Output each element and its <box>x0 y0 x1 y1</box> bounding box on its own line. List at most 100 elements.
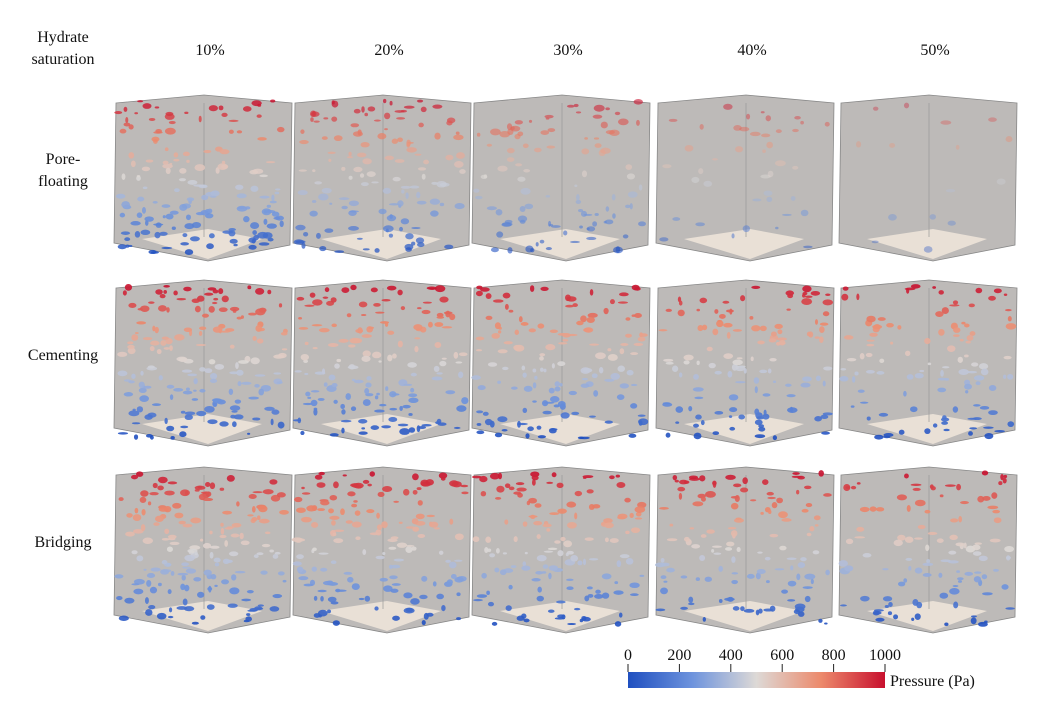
pore <box>298 316 303 320</box>
pore <box>762 393 771 397</box>
pore <box>581 616 591 622</box>
pore <box>411 226 421 230</box>
pore <box>170 436 175 440</box>
pore <box>405 526 415 529</box>
pore <box>893 614 899 620</box>
pore <box>996 178 1006 185</box>
pore <box>414 337 421 340</box>
pore <box>549 396 560 403</box>
column-label: 40% <box>737 42 766 59</box>
pore <box>964 323 970 328</box>
cube-face <box>655 279 835 447</box>
pore <box>371 181 379 184</box>
pore <box>269 200 277 204</box>
pore <box>952 584 959 588</box>
pore <box>272 594 283 599</box>
pore <box>924 428 931 435</box>
pore <box>758 424 765 428</box>
pore <box>850 485 857 490</box>
pore <box>296 296 305 301</box>
pore <box>405 247 412 252</box>
pore <box>391 138 399 144</box>
pore <box>563 230 568 236</box>
pore <box>639 574 645 577</box>
pore <box>398 521 403 525</box>
pore <box>318 193 329 201</box>
pore <box>402 404 411 409</box>
pore <box>769 357 777 362</box>
pore <box>839 376 849 382</box>
pore <box>403 105 415 109</box>
pore <box>662 164 672 169</box>
pore <box>387 330 395 335</box>
pore <box>558 342 568 345</box>
pore <box>352 131 363 137</box>
pore <box>761 133 771 138</box>
pore <box>130 160 136 168</box>
pore <box>514 120 523 125</box>
pore <box>712 328 719 336</box>
pore <box>381 425 392 429</box>
pore <box>953 327 961 333</box>
pore <box>762 479 769 485</box>
pore <box>456 617 462 621</box>
pore <box>486 590 490 596</box>
pore <box>201 313 209 318</box>
pore <box>857 389 865 393</box>
pore <box>633 99 643 105</box>
pore <box>417 167 427 171</box>
pore <box>959 338 964 342</box>
pore <box>124 284 133 291</box>
pore <box>712 158 718 161</box>
row-label: Cementing <box>28 347 98 364</box>
pore <box>269 606 280 612</box>
pore <box>796 573 801 581</box>
pore <box>396 542 408 548</box>
pore <box>695 414 702 420</box>
pore <box>968 431 973 436</box>
pore <box>562 339 569 342</box>
pore <box>723 322 733 328</box>
pore <box>235 184 244 190</box>
pore <box>180 242 189 246</box>
pore <box>566 521 577 529</box>
pore <box>436 593 444 600</box>
pore <box>355 536 361 541</box>
pore <box>332 532 337 537</box>
pore <box>158 375 163 381</box>
pore <box>127 344 135 349</box>
pore <box>403 607 415 614</box>
pore <box>988 117 997 122</box>
pore <box>399 428 410 435</box>
pore <box>422 301 432 304</box>
pore <box>180 489 190 497</box>
pore <box>399 226 403 232</box>
pore <box>521 365 526 371</box>
pore <box>953 601 959 609</box>
pore <box>347 491 356 497</box>
pore <box>701 324 708 331</box>
pore <box>461 397 469 405</box>
pore <box>965 340 971 344</box>
pore <box>536 595 544 602</box>
pore <box>179 167 187 174</box>
pore <box>514 329 520 335</box>
pore <box>568 390 577 396</box>
pore <box>970 617 977 625</box>
pore <box>820 414 829 420</box>
pore <box>609 538 619 544</box>
pore <box>412 489 418 495</box>
pore <box>718 565 723 572</box>
pore <box>860 595 870 602</box>
pore <box>417 533 426 539</box>
pore <box>886 322 894 328</box>
pore <box>348 151 352 157</box>
cube-face <box>471 466 651 634</box>
pore <box>547 609 555 613</box>
pore <box>453 351 459 359</box>
pore <box>476 423 482 426</box>
pore <box>530 471 540 478</box>
pore <box>133 434 139 440</box>
pore <box>524 203 534 210</box>
pore <box>510 565 517 569</box>
